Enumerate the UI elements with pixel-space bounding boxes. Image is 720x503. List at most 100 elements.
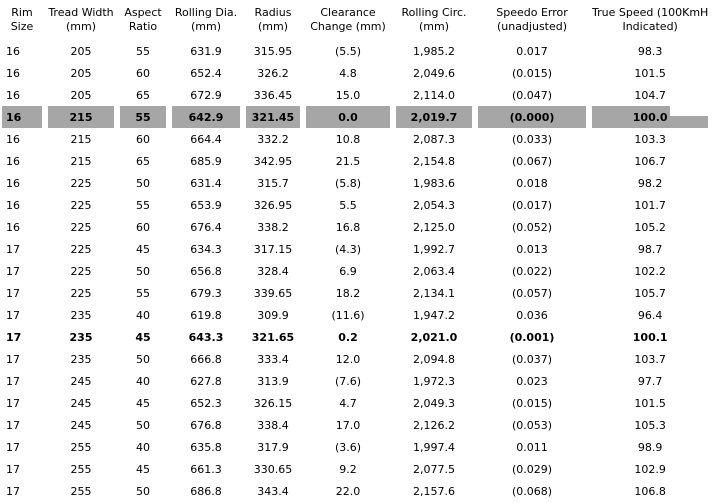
- cell-rim-size: 16: [6, 220, 20, 234]
- cell-clearance: 4.8: [339, 66, 357, 80]
- header-line2: Indicated): [622, 20, 678, 33]
- cell-rim-size: 16: [6, 176, 20, 190]
- table-row[interactable]: 16 205 55 631.9 315.95 (5.5) 1,985.2 0.017 98.3: [2, 40, 708, 62]
- cell-clearance: 6.9: [339, 264, 357, 278]
- cell-rolling-dia: 619.8: [190, 308, 222, 322]
- cell-true-speed: 101.5: [634, 66, 666, 80]
- cell-radius: 326.95: [253, 198, 293, 212]
- cell-tread-width: 235: [69, 330, 93, 344]
- cell-tread-width: 245: [70, 374, 92, 388]
- cell-true-speed: 106.8: [634, 484, 666, 498]
- table-row[interactable]: 17 225 45 634.3 317.15 (4.3) 1,992.7 0.013 98.7: [2, 238, 708, 260]
- cell-rolling-circ: 2,049.6: [413, 66, 455, 80]
- cell-radius: 313.9: [257, 374, 289, 388]
- cell-aspect-ratio: 45: [136, 462, 150, 476]
- cell-clearance: 12.0: [335, 352, 361, 366]
- cell-radius: 342.95: [253, 154, 293, 168]
- cell-aspect-ratio: 50: [136, 352, 150, 366]
- header-row: Rim Size Tread Width (mm) Aspect Ratio Rolling…: [2, 2, 709, 40]
- header-line2: Change (mm): [310, 20, 386, 33]
- cell-rim-size: 17: [6, 330, 22, 344]
- table-row[interactable]: 17 235 45 643.3 321.65 0.2 2,021.0 (0.001) 100.1: [2, 326, 708, 348]
- cell-radius: 336.45: [253, 88, 293, 102]
- table-row[interactable]: 17 235 40 619.8 309.9 (11.6) 1,947.2 0.036 96.4: [2, 304, 708, 326]
- table-row[interactable]: 16 215 60 664.4 332.2 10.8 2,087.3 (0.033) 103.3: [2, 128, 708, 150]
- header-line2: (mm): [418, 20, 449, 33]
- cell-rim-size: 16: [6, 88, 20, 102]
- cell-rolling-circ: 2,063.4: [413, 264, 455, 278]
- header-line1: True Speed (100KmH: [592, 6, 709, 19]
- table-row[interactable]: 17 255 50 686.8 343.4 22.0 2,157.6 (0.068) 106.8: [2, 480, 708, 502]
- table-row[interactable]: 16 225 60 676.4 338.2 16.8 2,125.0 (0.052) 105.2: [2, 216, 708, 238]
- cell-rolling-circ: 1,972.3: [413, 374, 455, 388]
- cell-true-speed: 98.9: [637, 440, 663, 454]
- cell-tread-width: 255: [70, 484, 92, 498]
- cell-rolling-circ: 2,021.0: [410, 330, 458, 344]
- table-row[interactable]: 17 245 50 676.8 338.4 17.0 2,126.2 (0.053) 105.3: [2, 414, 708, 436]
- cell-radius: 309.9: [257, 308, 289, 322]
- cell-radius: 328.4: [257, 264, 289, 278]
- cell-rolling-dia: 686.8: [190, 484, 222, 498]
- header-line2: (mm): [257, 20, 288, 33]
- table-row[interactable]: 16 215 65 685.9 342.95 21.5 2,154.8 (0.067) 106.…: [2, 150, 708, 172]
- cell-speedo-error: (0.052): [511, 220, 553, 234]
- cell-rim-size: 17: [6, 462, 20, 476]
- table-row[interactable]: 17 245 45 652.3 326.15 4.7 2,049.3 (0.015) 101.5: [2, 392, 708, 414]
- table-row[interactable]: 16 205 60 652.4 326.2 4.8 2,049.6 (0.015) 101.5: [2, 62, 708, 84]
- cell-clearance: (5.5): [334, 44, 362, 58]
- cell-true-speed: 104.7: [634, 88, 666, 102]
- cell-aspect-ratio: 60: [136, 220, 150, 234]
- cell-tread-width: 215: [70, 132, 92, 146]
- cell-radius: 326.15: [253, 396, 293, 410]
- table-row[interactable]: 17 225 50 656.8 328.4 6.9 2,063.4 (0.022) 102.2: [2, 260, 708, 282]
- table-row[interactable]: 17 235 50 666.8 333.4 12.0 2,094.8 (0.037) 103.7: [2, 348, 708, 370]
- table-row[interactable]: 16 205 65 672.9 336.45 15.0 2,114.0 (0.047) 104.…: [2, 84, 708, 106]
- cell-tread-width: 255: [70, 440, 92, 454]
- table-row[interactable]: 17 245 40 627.8 313.9 (7.6) 1,972.3 0.023 97.7: [2, 370, 708, 392]
- cell-clearance: 10.8: [335, 132, 361, 146]
- cell-aspect-ratio: 50: [136, 484, 150, 498]
- cell-rim-size: 16: [6, 198, 20, 212]
- cell-clearance: 0.0: [306, 106, 390, 128]
- cell-radius: 317.9: [257, 440, 289, 454]
- cell-true-speed: 102.2: [634, 264, 666, 278]
- cell-true-speed: 105.2: [634, 220, 666, 234]
- cell-aspect-ratio: 40: [136, 440, 150, 454]
- cell-rim-size: 16: [6, 44, 20, 58]
- column-header-aspect-ratio: Aspect Ratio: [120, 2, 166, 40]
- cell-clearance: (4.3): [334, 242, 362, 256]
- cell-speedo-error: (0.037): [511, 352, 553, 366]
- cell-true-speed: 98.7: [637, 242, 663, 256]
- table-row[interactable]: 16 225 55 653.9 326.95 5.5 2,054.3 (0.017) 101.7: [2, 194, 708, 216]
- cell-aspect-ratio: 40: [136, 374, 150, 388]
- table-row[interactable]: 17 255 40 635.8 317.9 (3.6) 1,997.4 0.011 98.9: [2, 436, 708, 458]
- cell-aspect-ratio: 45: [135, 330, 151, 344]
- cell-true-speed: 102.9: [634, 462, 666, 476]
- cell-speedo-error: (0.057): [511, 286, 553, 300]
- cell-rim-size: 17: [6, 308, 20, 322]
- cell-speedo-error: (0.029): [511, 462, 553, 476]
- cell-clearance: 16.8: [335, 220, 361, 234]
- cell-tread-width: 225: [70, 176, 92, 190]
- cell-rim-size: 17: [6, 396, 20, 410]
- header-line1: Speedo Error: [496, 6, 568, 19]
- cell-rolling-circ: 2,049.3: [413, 396, 455, 410]
- cell-aspect-ratio: 65: [136, 88, 150, 102]
- cell-clearance: 21.5: [335, 154, 361, 168]
- header-line2: (unadjusted): [496, 20, 568, 33]
- cell-tread-width: 205: [70, 66, 92, 80]
- table-row[interactable]: 17 255 45 661.3 330.65 9.2 2,077.5 (0.029) 102.9: [2, 458, 708, 480]
- cell-true-speed: 98.2: [637, 176, 663, 190]
- table-row[interactable]: 16 225 50 631.4 315.7 (5.8) 1,983.6 0.018 98.2: [2, 172, 708, 194]
- cell-rolling-circ: 2,094.8: [413, 352, 455, 366]
- cell-tread-width: 225: [70, 242, 92, 256]
- cell-speedo-error: (0.053): [511, 418, 553, 432]
- header-line1: Radius: [254, 6, 292, 19]
- cell-tread-width: 235: [70, 308, 92, 322]
- cell-rolling-circ: 1,997.4: [413, 440, 455, 454]
- table-row[interactable]: 17 225 55 679.3 339.65 18.2 2,134.1 (0.057) 105.…: [2, 282, 708, 304]
- cell-clearance: (7.6): [334, 374, 362, 388]
- cell-clearance: 22.0: [335, 484, 361, 498]
- table-row[interactable]: 16 215 55 642.9 321.45 0.0 2,019.7 (0.000) 100.0: [2, 106, 709, 128]
- cell-radius: 321.65: [251, 330, 295, 344]
